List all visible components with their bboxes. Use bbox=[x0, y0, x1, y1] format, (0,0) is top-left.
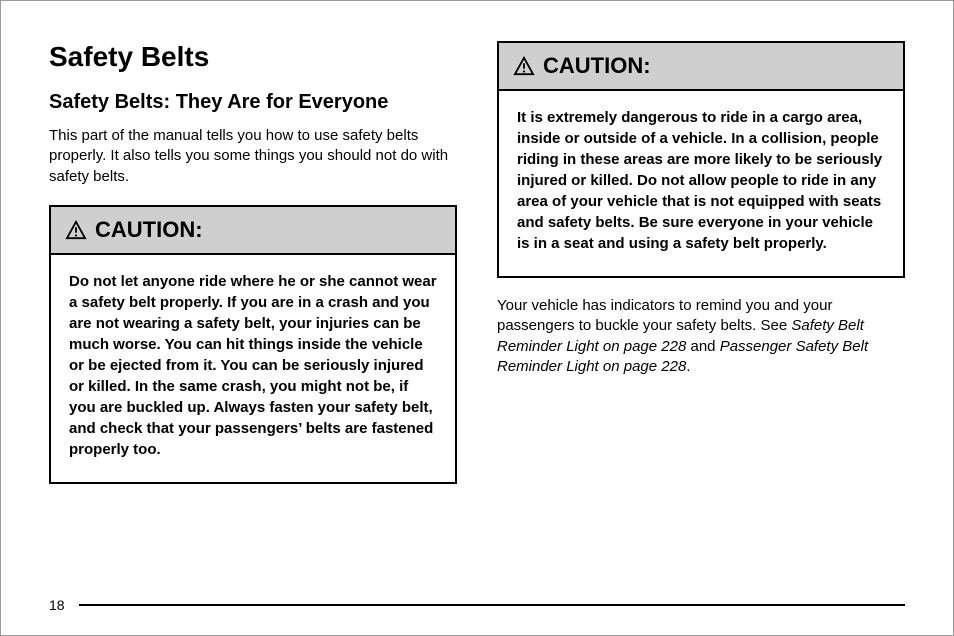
caution-body-1: Do not let anyone ride where he or she c… bbox=[51, 255, 455, 482]
caution-box-2: CAUTION: It is extremely dangerous to ri… bbox=[497, 41, 905, 278]
warning-triangle-icon bbox=[513, 56, 535, 76]
intro-paragraph: This part of the manual tells you how to… bbox=[49, 126, 457, 187]
reference-paragraph: Your vehicle has indicators to remind yo… bbox=[497, 296, 905, 377]
reference-tail: . bbox=[686, 358, 690, 375]
caution-header-1: CAUTION: bbox=[51, 207, 455, 255]
left-column: Safety Belts Safety Belts: They Are for … bbox=[49, 41, 457, 502]
page-title: Safety Belts bbox=[49, 41, 457, 73]
manual-page: Safety Belts Safety Belts: They Are for … bbox=[0, 0, 954, 636]
warning-triangle-icon bbox=[65, 220, 87, 240]
right-column: CAUTION: It is extremely dangerous to ri… bbox=[497, 41, 905, 502]
caution-label-2: CAUTION: bbox=[543, 53, 651, 79]
two-column-layout: Safety Belts Safety Belts: They Are for … bbox=[49, 41, 905, 502]
caution-header-2: CAUTION: bbox=[499, 43, 903, 91]
footer-rule bbox=[79, 604, 905, 606]
caution-body-2: It is extremely dangerous to ride in a c… bbox=[499, 91, 903, 276]
caution-box-1: CAUTION: Do not let anyone ride where he… bbox=[49, 205, 457, 484]
reference-lead: Your vehicle has indicators to remind yo… bbox=[497, 297, 832, 334]
reference-and: and bbox=[686, 338, 719, 355]
page-footer: 18 bbox=[49, 597, 905, 613]
page-number: 18 bbox=[49, 597, 65, 613]
caution-label-1: CAUTION: bbox=[95, 217, 203, 243]
section-subheading: Safety Belts: They Are for Everyone bbox=[49, 91, 457, 114]
